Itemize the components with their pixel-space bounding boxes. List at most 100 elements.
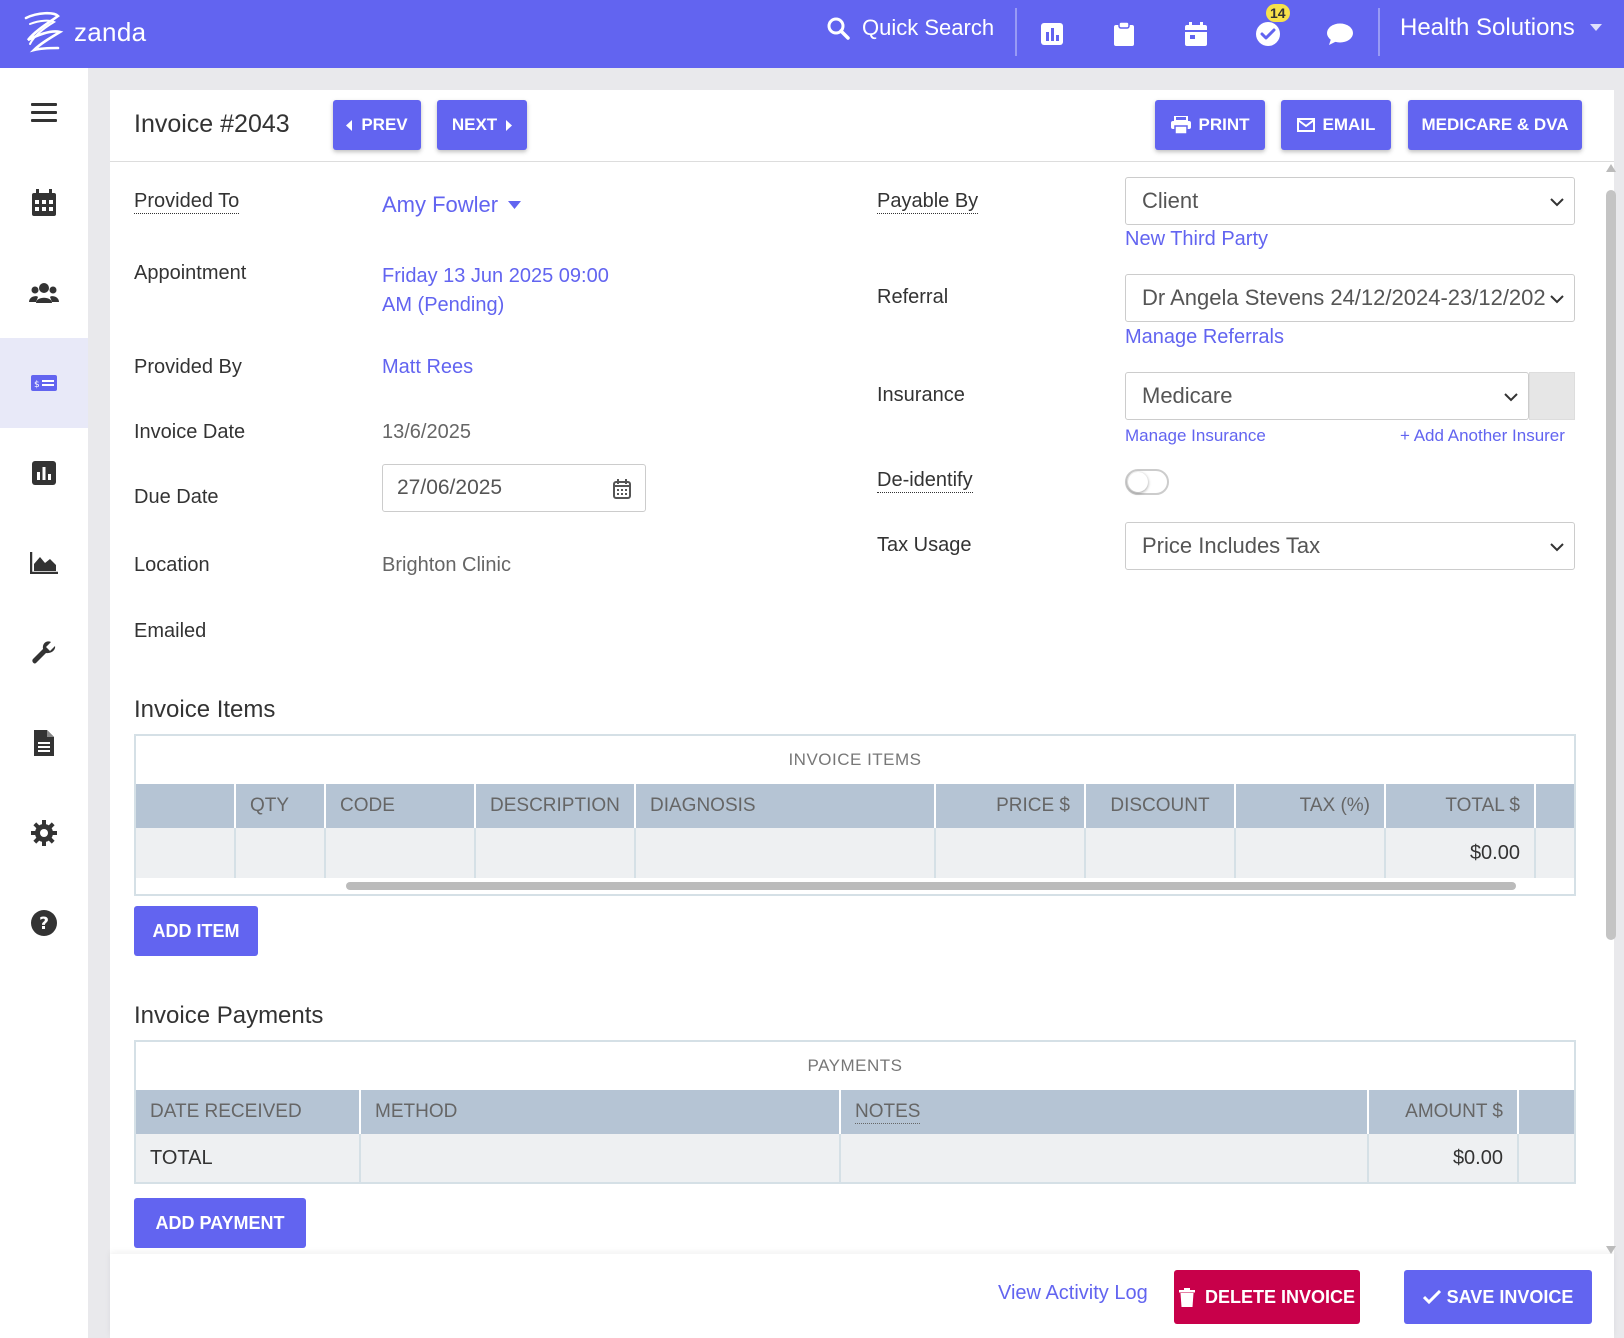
account-menu[interactable]: Health Solutions bbox=[1400, 14, 1603, 42]
cell bbox=[476, 828, 636, 878]
payments-total-row: TOTAL $0.00 bbox=[136, 1134, 1574, 1182]
col-code: CODE bbox=[326, 784, 476, 828]
vertical-scrollbar[interactable] bbox=[1604, 160, 1618, 1260]
cell bbox=[936, 828, 1086, 878]
provided-to-client[interactable]: Amy Fowler bbox=[382, 192, 522, 218]
col-total: TOTAL $ bbox=[1386, 784, 1536, 828]
trash-icon bbox=[1178, 1287, 1195, 1307]
scroll-thumb[interactable] bbox=[1606, 190, 1616, 940]
referral-select[interactable]: Dr Angela Stevens 24/12/2024-23/12/202 bbox=[1125, 274, 1575, 322]
medicare-dva-label: MEDICARE & DVA bbox=[1421, 115, 1569, 134]
sidebar-item-documents[interactable] bbox=[0, 698, 88, 788]
prev-button[interactable]: PREV bbox=[333, 100, 421, 150]
sidebar-item-clients[interactable] bbox=[0, 248, 88, 338]
zanda-logo[interactable]: zanda bbox=[20, 8, 146, 56]
next-button[interactable]: NEXT bbox=[437, 100, 527, 150]
bar-chart-icon bbox=[1041, 23, 1063, 45]
chat-icon bbox=[1327, 23, 1353, 45]
scroll-up-arrow-icon[interactable] bbox=[1606, 164, 1616, 172]
sidebar-item-menu[interactable] bbox=[0, 68, 88, 158]
items-total-value: $0.00 bbox=[1386, 828, 1536, 878]
tasks-shortcut[interactable]: 14 bbox=[1252, 4, 1290, 50]
sidebar-item-settings[interactable] bbox=[0, 788, 88, 878]
delete-invoice-label: DELETE INVOICE bbox=[1204, 1286, 1356, 1307]
sidebar-item-analytics[interactable] bbox=[0, 518, 88, 608]
invoice-items-caption: INVOICE ITEMS bbox=[788, 750, 922, 769]
invoice-payments-title: Invoice Payments bbox=[134, 1002, 324, 1029]
tax-usage-select[interactable]: Price Includes Tax bbox=[1125, 522, 1575, 570]
col-description: DESCRIPTION bbox=[476, 784, 636, 828]
cell bbox=[841, 1134, 1369, 1182]
col-method: METHOD bbox=[361, 1090, 841, 1134]
new-third-party-link[interactable]: New Third Party bbox=[1125, 228, 1269, 250]
medicare-dva-button[interactable]: MEDICARE & DVA bbox=[1408, 100, 1582, 150]
sidebar-item-help[interactable]: ? bbox=[0, 878, 88, 968]
print-label: PRINT bbox=[1198, 115, 1250, 134]
add-payment-button[interactable]: ADD PAYMENT bbox=[134, 1198, 306, 1248]
sidebar-item-invoices[interactable]: $ bbox=[0, 338, 88, 428]
sidebar-item-reports[interactable] bbox=[0, 428, 88, 518]
menu-icon bbox=[31, 103, 57, 122]
insurance-select[interactable]: Medicare bbox=[1125, 372, 1529, 420]
appointment-line-2: AM (Pending) bbox=[382, 294, 505, 316]
caret-right-icon bbox=[506, 119, 513, 131]
checkmark-icon bbox=[1422, 1290, 1441, 1304]
invoice-footer: View Activity Log DELETE INVOICE SAVE IN… bbox=[110, 1254, 1614, 1338]
calendar-shortcut[interactable] bbox=[1180, 18, 1212, 50]
col-qty: QTY bbox=[236, 784, 326, 828]
insurance-label: Insurance bbox=[877, 384, 965, 406]
payments-caption: PAYMENTS bbox=[807, 1056, 903, 1075]
add-item-button[interactable]: ADD ITEM bbox=[134, 906, 258, 956]
clipboard-shortcut[interactable] bbox=[1108, 18, 1140, 50]
col-tax: TAX (%) bbox=[1236, 784, 1386, 828]
save-invoice-button[interactable]: SAVE INVOICE bbox=[1404, 1270, 1592, 1324]
email-button[interactable]: EMAIL bbox=[1281, 100, 1391, 150]
emailed-label: Emailed bbox=[134, 620, 207, 642]
col-actions bbox=[1519, 1090, 1574, 1134]
messages-shortcut[interactable] bbox=[1324, 18, 1356, 50]
provided-to-value: Amy Fowler bbox=[382, 192, 499, 217]
insurance-addon bbox=[1529, 372, 1575, 420]
manage-insurance-link[interactable]: Manage Insurance bbox=[1125, 426, 1266, 445]
chevron-down-icon bbox=[1550, 543, 1564, 552]
caret-down-icon bbox=[508, 201, 522, 209]
print-button[interactable]: PRINT bbox=[1155, 100, 1265, 150]
manage-referrals-link[interactable]: Manage Referrals bbox=[1125, 326, 1284, 348]
appointment-line-1: Friday 13 Jun 2025 09:00 bbox=[382, 265, 609, 287]
email-label: EMAIL bbox=[1322, 115, 1376, 134]
delete-invoice-button[interactable]: DELETE INVOICE bbox=[1174, 1270, 1360, 1324]
col-diagnosis: DIAGNOSIS bbox=[636, 784, 936, 828]
appointment-link[interactable]: Friday 13 Jun 2025 09:00 AM (Pending) bbox=[382, 262, 609, 320]
chevron-down-icon bbox=[1550, 198, 1564, 207]
quick-search[interactable]: Quick Search bbox=[826, 15, 994, 41]
payable-by-select[interactable]: Client bbox=[1125, 177, 1575, 225]
wrench-icon bbox=[32, 641, 56, 664]
add-insurer-link[interactable]: + Add Another Insurer bbox=[1400, 426, 1565, 445]
sidebar-item-tools[interactable] bbox=[0, 608, 88, 698]
chevron-down-icon bbox=[1550, 295, 1564, 304]
payable-by-value: Client bbox=[1142, 188, 1199, 213]
scroll-down-arrow-icon[interactable] bbox=[1606, 1246, 1616, 1254]
check-circle-icon bbox=[1256, 22, 1280, 46]
cell bbox=[1236, 828, 1386, 878]
calendar-icon[interactable] bbox=[613, 479, 631, 499]
cell bbox=[361, 1134, 841, 1182]
col-select bbox=[136, 784, 236, 828]
caret-down-icon bbox=[1589, 24, 1602, 31]
view-activity-log-link[interactable]: View Activity Log bbox=[998, 1282, 1148, 1304]
cell bbox=[236, 828, 326, 878]
due-date-input[interactable]: 27/06/2025 bbox=[382, 464, 646, 512]
sidebar-item-calendar[interactable] bbox=[0, 158, 88, 248]
deidentify-label: De-identify bbox=[877, 469, 973, 493]
horizontal-scrollbar[interactable] bbox=[346, 882, 1516, 890]
col-discount: DISCOUNT bbox=[1086, 784, 1236, 828]
col-price: PRICE $ bbox=[936, 784, 1086, 828]
save-invoice-label: SAVE INVOICE bbox=[1446, 1286, 1574, 1307]
deidentify-toggle[interactable] bbox=[1125, 469, 1169, 495]
provided-by-value[interactable]: Matt Rees bbox=[382, 356, 474, 378]
users-icon bbox=[29, 283, 59, 303]
col-notes-label: NOTES bbox=[855, 1100, 921, 1124]
reports-shortcut[interactable] bbox=[1036, 18, 1068, 50]
quick-search-label: Quick Search bbox=[862, 15, 995, 40]
payable-by-label: Payable By bbox=[877, 190, 979, 214]
